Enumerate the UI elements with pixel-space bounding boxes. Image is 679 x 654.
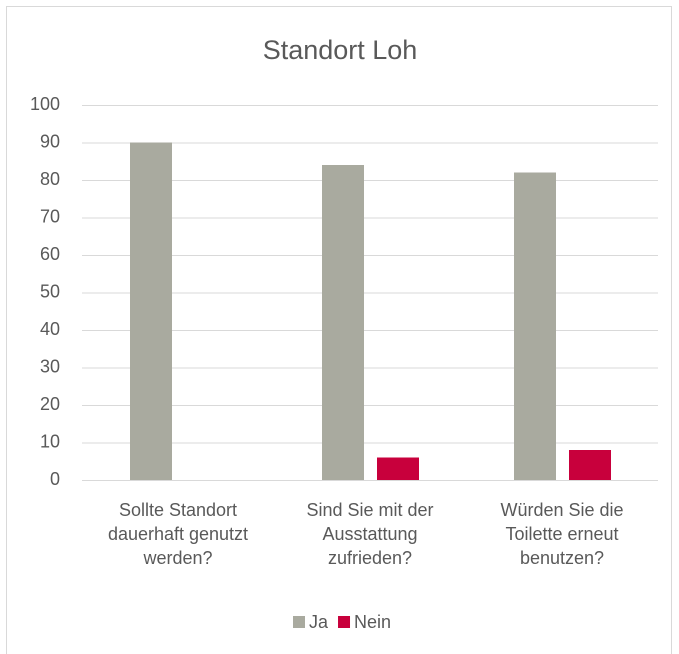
y-tick-label: 100 [30, 94, 60, 114]
bar [322, 165, 364, 480]
y-tick-label: 10 [40, 431, 60, 451]
legend-swatch [293, 616, 305, 628]
y-tick-label: 90 [40, 131, 60, 151]
chart-title: Standort Loh [263, 35, 418, 65]
x-tick-label: Sollte Standort dauerhaft genutzt werden… [107, 500, 249, 568]
bar [569, 450, 611, 480]
y-tick-label: 30 [40, 356, 60, 376]
x-tick-label: Sind Sie mit der Ausstattung zufrieden? [306, 500, 434, 568]
legend-label: Nein [354, 612, 391, 632]
y-tick-label: 40 [40, 319, 60, 339]
y-tick-label: 70 [40, 206, 60, 226]
y-tick-label: 60 [40, 244, 60, 264]
bar [377, 457, 419, 480]
bar [514, 172, 556, 480]
legend-swatch [338, 616, 351, 628]
y-tick-label: 0 [50, 469, 60, 489]
bar [130, 142, 172, 480]
y-tick-label: 50 [40, 281, 60, 301]
x-tick-label: Würden Sie die Toilette erneut benutzen? [500, 500, 624, 568]
y-tick-label: 80 [40, 169, 60, 189]
legend-label: Ja [309, 612, 329, 632]
y-tick-label: 20 [40, 394, 60, 414]
